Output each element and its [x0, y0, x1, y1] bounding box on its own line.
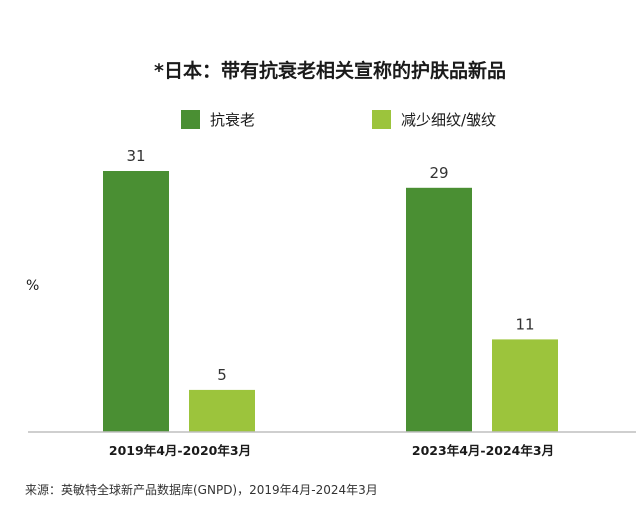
chart-title: *日本：带有抗衰老相关宣称的护肤品新品: [154, 59, 506, 82]
bars-layer: [103, 171, 558, 432]
value-label-anti-aging-0: 31: [126, 147, 145, 165]
y-axis-label: %: [26, 278, 39, 294]
value-labels-layer: 31 5 29 11: [126, 147, 534, 384]
legend-swatch-wrinkle-reduction: [372, 110, 391, 129]
bar-anti-aging-1: [406, 187, 472, 432]
value-label-anti-aging-1: 29: [429, 164, 448, 182]
category-label-0: 2019年4月-2020年3月: [109, 443, 251, 458]
category-label-1: 2023年4月-2024年3月: [412, 443, 554, 458]
bar-wrinkle-reduction-0: [189, 389, 255, 432]
source-note: 来源：英敏特全球新产品数据库(GNPD)，2019年4月-2024年3月: [25, 482, 378, 497]
category-labels-layer: 2019年4月-2020年3月 2023年4月-2024年3月: [109, 443, 554, 458]
legend-swatch-anti-aging: [181, 110, 200, 129]
value-label-wrinkle-reduction-0: 5: [217, 366, 227, 384]
bar-anti-aging-0: [103, 171, 169, 432]
legend-label-wrinkle-reduction: 减少细纹/皱纹: [401, 111, 496, 129]
legend: 抗衰老 减少细纹/皱纹: [181, 110, 496, 129]
value-label-wrinkle-reduction-1: 11: [515, 315, 534, 333]
legend-label-anti-aging: 抗衰老: [210, 111, 255, 129]
bar-wrinkle-reduction-1: [492, 339, 558, 432]
